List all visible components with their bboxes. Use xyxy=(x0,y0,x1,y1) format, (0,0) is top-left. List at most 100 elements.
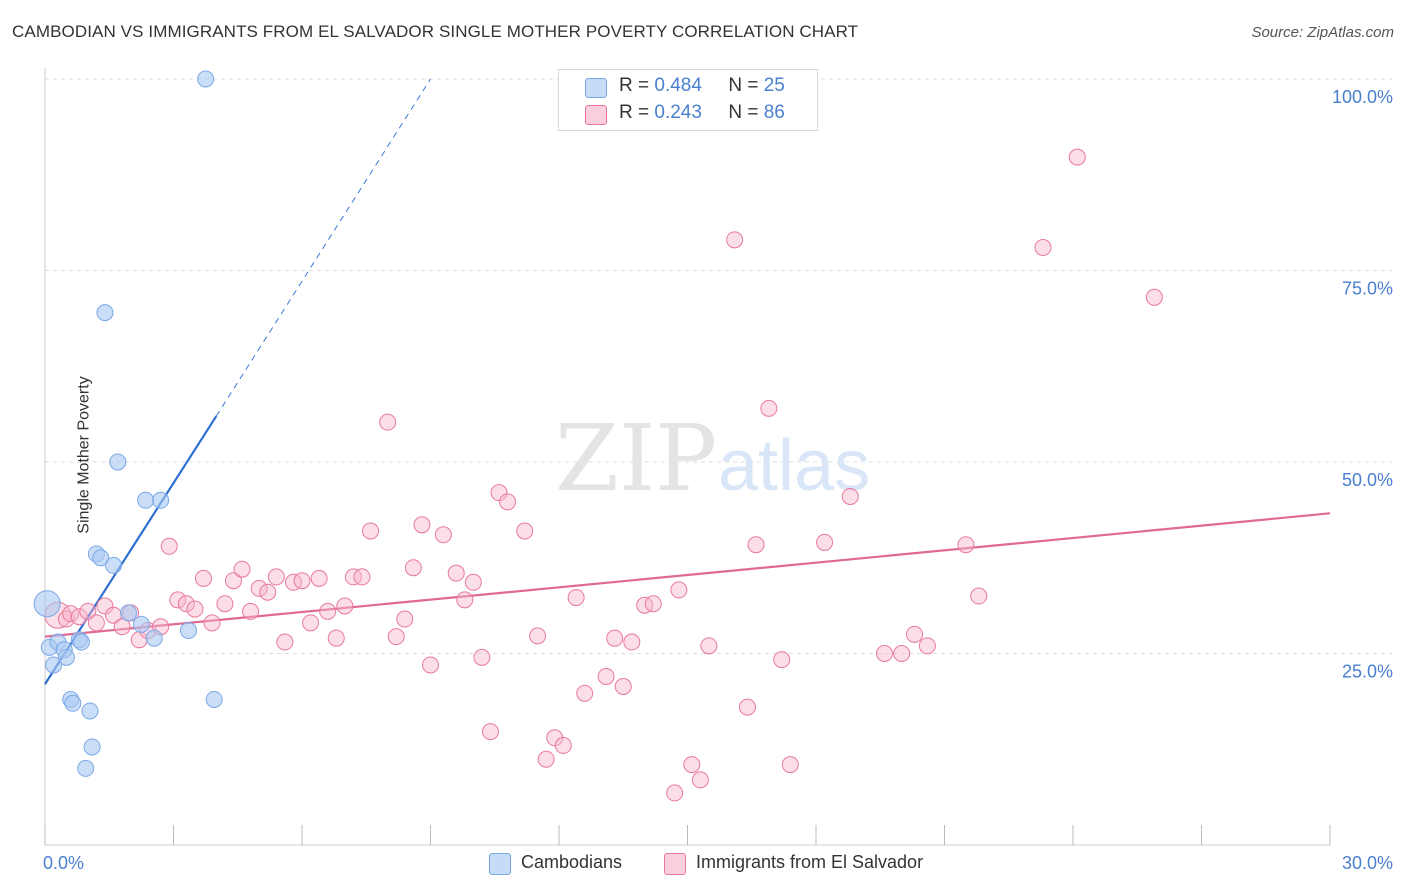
n-value: 86 xyxy=(763,102,785,123)
point-el-salvador xyxy=(203,614,221,632)
point-cambodians xyxy=(132,615,150,633)
watermark: ZIP atlas xyxy=(555,405,870,512)
point-el-salvador xyxy=(876,645,894,662)
point-cambodians xyxy=(72,633,90,651)
point-el-salvador xyxy=(160,537,178,555)
point-el-salvador xyxy=(344,568,362,586)
point-el-salvador xyxy=(194,569,212,587)
y-tick-label: 50.0% xyxy=(1342,470,1393,490)
point-cambodians xyxy=(45,656,63,674)
point-el-salvador xyxy=(267,568,285,586)
point-el-salvador xyxy=(537,750,555,768)
point-el-salvador xyxy=(310,569,328,587)
point-el-salvador xyxy=(614,677,632,695)
point-el-salvador xyxy=(293,572,311,590)
point-el-salvador xyxy=(336,597,354,615)
trend-line-cambodians xyxy=(44,415,218,685)
axes xyxy=(44,68,1331,846)
y-tick-label: 25.0% xyxy=(1342,662,1393,682)
point-el-salvador xyxy=(747,536,765,554)
point-el-salvador xyxy=(404,559,422,577)
point-el-salvador xyxy=(644,595,662,613)
n-label: N = xyxy=(728,75,759,96)
r-value: 0.243 xyxy=(654,102,702,123)
y-axis-label: Single Mother Poverty xyxy=(75,376,93,534)
point-cambodians xyxy=(152,491,170,509)
point-cambodians xyxy=(81,702,99,720)
point-el-salvador xyxy=(242,602,260,620)
point-el-salvador xyxy=(302,614,320,632)
point-el-salvador xyxy=(636,596,654,614)
point-cambodians xyxy=(83,738,101,756)
point-cambodians xyxy=(64,694,82,712)
point-el-salvador xyxy=(567,589,585,607)
point-el-salvador xyxy=(970,587,988,605)
point-el-salvador xyxy=(353,568,371,586)
point-el-salvador xyxy=(216,595,234,613)
point-el-salvador xyxy=(1034,239,1052,257)
point-el-salvador xyxy=(576,684,594,702)
legend-swatch-cambodians xyxy=(489,853,511,875)
legend-label-el-salvador: Immigrants from El Salvador xyxy=(696,852,924,872)
point-el-salvador xyxy=(529,627,547,645)
point-el-salvador xyxy=(490,484,508,502)
point-el-salvador xyxy=(499,493,517,511)
point-el-salvador xyxy=(597,667,615,685)
point-el-salvador xyxy=(259,583,277,601)
point-el-salvador xyxy=(516,522,534,540)
point-el-salvador xyxy=(233,560,251,578)
point-el-salvador xyxy=(816,533,834,551)
point-el-salvador xyxy=(473,648,491,666)
point-el-salvador xyxy=(434,526,452,544)
point-cambodians xyxy=(77,759,95,777)
point-el-salvador xyxy=(413,516,431,534)
watermark-atlas: atlas xyxy=(718,426,870,506)
point-el-salvador xyxy=(87,614,105,632)
watermark-zip: ZIP xyxy=(555,405,717,512)
point-el-salvador xyxy=(666,784,684,802)
point-el-salvador xyxy=(422,656,439,674)
point-cambodians xyxy=(145,629,163,647)
point-el-salvador xyxy=(396,610,414,628)
point-el-salvador xyxy=(70,608,88,626)
r-value: 0.484 xyxy=(654,75,702,96)
point-cambodians xyxy=(57,648,75,666)
trend-lines xyxy=(44,78,1331,685)
point-cambodians xyxy=(109,453,127,471)
point-el-salvador xyxy=(957,536,975,554)
point-el-salvador xyxy=(726,231,744,249)
point-el-salvador xyxy=(893,645,911,662)
point-el-salvador xyxy=(781,756,799,774)
point-el-salvador xyxy=(224,572,242,590)
chart-title: CAMBODIAN VS IMMIGRANTS FROM EL SALVADOR… xyxy=(12,22,859,41)
point-el-salvador xyxy=(623,633,641,651)
point-cambodians xyxy=(33,590,61,618)
point-el-salvador xyxy=(362,522,380,540)
point-el-salvador xyxy=(177,595,195,613)
gridlines xyxy=(45,78,1392,654)
trend-line-el-salvador xyxy=(44,512,1331,638)
point-el-salvador xyxy=(691,771,709,789)
data-points xyxy=(33,70,1163,802)
point-el-salvador xyxy=(250,579,268,597)
point-el-salvador xyxy=(319,602,337,620)
point-el-salvador xyxy=(276,633,294,651)
point-el-salvador xyxy=(481,723,499,741)
point-el-salvador xyxy=(456,591,474,609)
point-el-salvador xyxy=(683,756,701,774)
r-label: R = xyxy=(619,75,650,96)
point-el-salvador xyxy=(96,597,114,615)
point-el-salvador xyxy=(379,413,397,431)
point-el-salvador xyxy=(186,600,204,618)
point-el-salvador xyxy=(169,591,187,609)
point-el-salvador xyxy=(79,602,97,620)
point-cambodians xyxy=(96,304,114,322)
tick-labels: 25.0% 50.0% 75.0% 100.0% 0.0% 30.0% xyxy=(43,87,1393,873)
point-el-salvador xyxy=(113,618,131,636)
point-el-salvador xyxy=(670,581,688,599)
trend-line-cambodians-extension xyxy=(215,78,431,417)
point-el-salvador xyxy=(1145,288,1163,306)
legend-swatch-cambodians xyxy=(585,78,607,98)
point-el-salvador xyxy=(773,651,791,669)
